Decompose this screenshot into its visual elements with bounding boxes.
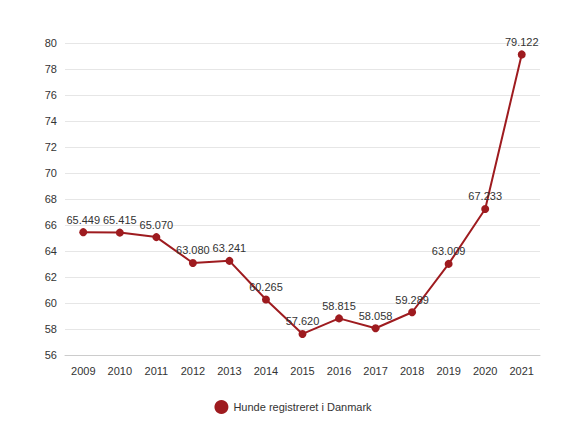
svg-text:2011: 2011 [145, 365, 169, 377]
svg-text:2021: 2021 [509, 365, 533, 377]
svg-text:63.009: 63.009 [432, 245, 466, 257]
svg-text:Hunde registreret i Danmark: Hunde registreret i Danmark [233, 401, 372, 413]
svg-text:67.233: 67.233 [468, 190, 502, 202]
svg-text:70: 70 [45, 167, 57, 179]
svg-text:56: 56 [45, 349, 57, 361]
svg-text:66: 66 [45, 219, 57, 231]
svg-text:58.815: 58.815 [322, 300, 356, 312]
svg-text:62: 62 [45, 271, 57, 283]
svg-text:60: 60 [45, 297, 57, 309]
svg-text:2018: 2018 [400, 365, 424, 377]
svg-text:72: 72 [45, 141, 57, 153]
svg-text:64: 64 [45, 245, 57, 257]
svg-text:65.070: 65.070 [140, 219, 174, 231]
svg-text:2015: 2015 [290, 365, 314, 377]
svg-text:2016: 2016 [327, 365, 351, 377]
svg-text:74: 74 [45, 115, 57, 127]
svg-text:2013: 2013 [217, 365, 241, 377]
svg-text:57.620: 57.620 [286, 315, 320, 327]
svg-text:59.289: 59.289 [395, 294, 429, 306]
svg-text:2010: 2010 [108, 365, 132, 377]
svg-text:2017: 2017 [363, 365, 387, 377]
svg-text:2014: 2014 [254, 365, 278, 377]
svg-text:79.122: 79.122 [505, 36, 539, 48]
svg-text:78: 78 [45, 63, 57, 75]
svg-text:63.241: 63.241 [213, 242, 247, 254]
svg-text:63.080: 63.080 [176, 244, 210, 256]
svg-text:76: 76 [45, 89, 57, 101]
svg-text:58.058: 58.058 [359, 310, 393, 322]
svg-text:2020: 2020 [473, 365, 497, 377]
svg-text:68: 68 [45, 193, 57, 205]
svg-text:2012: 2012 [181, 365, 205, 377]
svg-text:2019: 2019 [436, 365, 460, 377]
svg-text:60.265: 60.265 [249, 281, 283, 293]
svg-text:65.415: 65.415 [103, 214, 137, 226]
svg-text:2009: 2009 [71, 365, 95, 377]
svg-text:65.449: 65.449 [66, 214, 100, 226]
svg-text:80: 80 [45, 37, 57, 49]
svg-text:58: 58 [45, 323, 57, 335]
